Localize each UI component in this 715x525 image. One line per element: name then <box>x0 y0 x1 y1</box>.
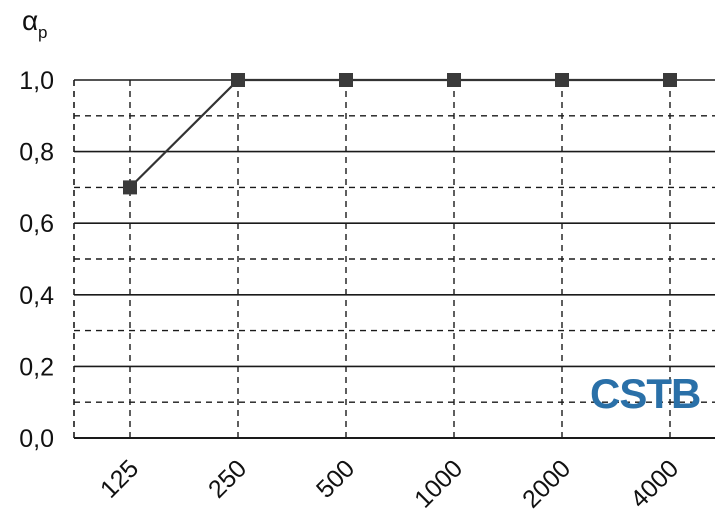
cstb-logo: CSTB <box>590 370 700 417</box>
data-point-3 <box>447 73 461 87</box>
y-tick-label-5: 1,0 <box>19 67 54 95</box>
y-axis-label-subscript: p <box>38 23 47 42</box>
y-tick-label-0: 0,0 <box>19 425 54 453</box>
data-point-4 <box>555 73 569 87</box>
y-tick-label-4: 0,8 <box>19 139 54 167</box>
data-point-2 <box>339 73 353 87</box>
data-point-1 <box>231 73 245 87</box>
data-point-5 <box>663 73 677 87</box>
data-point-0 <box>123 180 137 195</box>
y-tick-label-1: 0,2 <box>19 353 54 381</box>
x-tick-label-0: 125 <box>95 454 144 503</box>
series-line <box>129 78 670 189</box>
x-tick-label-3: 1000 <box>409 454 468 513</box>
x-tick-label-1: 250 <box>203 454 252 503</box>
y-tick-label-2: 0,4 <box>19 282 54 310</box>
x-tick-label-2: 500 <box>311 454 360 503</box>
x-tick-label-5: 4000 <box>625 454 684 513</box>
y-tick-label-3: 0,6 <box>19 210 54 238</box>
x-tick-label-4: 2000 <box>517 454 576 513</box>
y-axis-label: α <box>22 5 38 36</box>
